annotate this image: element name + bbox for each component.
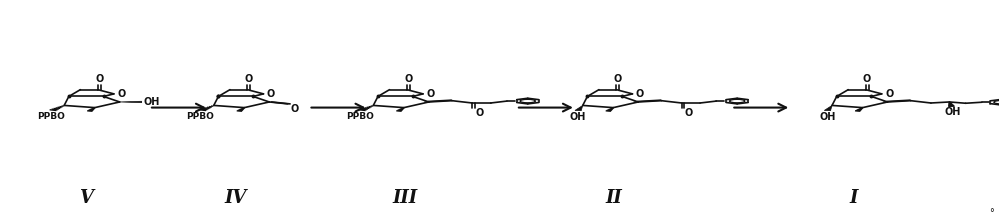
Text: OH: OH [143,97,160,107]
Text: I: I [850,189,858,207]
Text: °: ° [989,208,994,218]
Text: IV: IV [225,189,247,207]
Polygon shape [424,101,429,102]
Text: OH: OH [945,108,961,117]
Text: V: V [79,189,93,207]
Text: O: O [117,89,126,99]
Polygon shape [883,101,888,102]
Text: O: O [95,74,103,84]
Text: PPBO: PPBO [187,112,214,121]
Text: O: O [636,89,644,99]
Text: PPBO: PPBO [37,112,65,121]
Text: O: O [267,89,275,99]
Text: PPBO: PPBO [346,112,374,121]
Text: O: O [290,104,298,114]
Text: O: O [475,108,483,118]
Text: II: II [605,189,622,207]
Text: O: O [863,74,871,84]
Polygon shape [120,101,142,103]
Text: III: III [393,189,418,207]
Text: O: O [245,74,253,84]
Polygon shape [575,106,583,111]
Text: O: O [427,89,435,99]
Text: O: O [685,108,693,118]
Text: O: O [885,89,893,99]
Polygon shape [824,106,832,111]
Text: O: O [614,74,622,84]
Polygon shape [634,101,638,102]
Text: O: O [404,74,412,84]
Text: OH: OH [819,112,836,122]
Text: OH: OH [570,112,586,122]
